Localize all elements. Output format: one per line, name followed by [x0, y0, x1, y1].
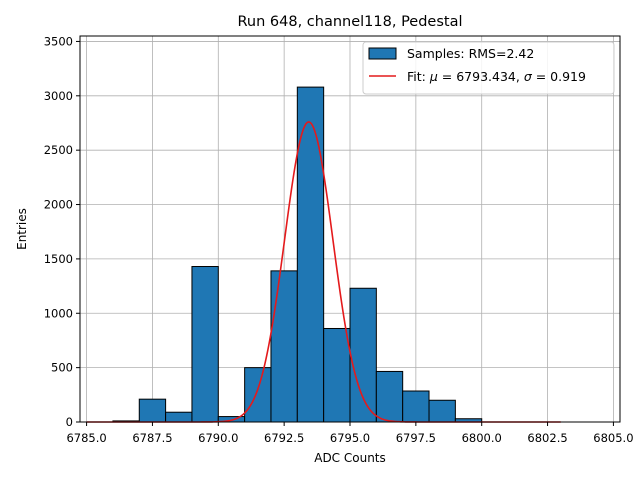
- x-tick-label: 6795.0: [330, 431, 370, 445]
- legend-fit-label: Fit: μ = 6793.434, σ = 0.919: [407, 69, 586, 84]
- x-tick-label: 6802.5: [527, 431, 567, 445]
- y-tick-label: 3500: [44, 34, 73, 48]
- x-tick-label: 6792.5: [264, 431, 304, 445]
- x-tick-label: 6790.0: [198, 431, 238, 445]
- x-tick-label: 6785.0: [66, 431, 106, 445]
- y-tick-label: 1500: [44, 252, 73, 266]
- legend-hist-label: Samples: RMS=2.42: [407, 46, 534, 61]
- histogram-bar: [138, 398, 167, 423]
- histogram-bar: [402, 390, 430, 423]
- histogram-bar: [191, 266, 219, 423]
- histogram-bar: [375, 370, 404, 423]
- histogram-bar: [428, 399, 456, 423]
- histogram-bar: [270, 270, 298, 423]
- legend: Samples: RMS=2.42 Fit: μ = 6793.434, σ =…: [362, 41, 615, 95]
- legend-hist-swatch: [368, 47, 397, 60]
- histogram-bar: [323, 327, 351, 423]
- chart-title: Run 648, channel118, Pedestal: [237, 14, 462, 30]
- y-tick-label: 500: [51, 361, 73, 375]
- y-tick-label: 0: [66, 415, 73, 429]
- y-tick-label: 2500: [44, 143, 73, 157]
- x-axis-ticks: 6785.0 6787.5 6790.0 6792.5 6795.0 6797.5 6800…: [66, 422, 634, 445]
- x-tick-label: 6787.5: [132, 431, 172, 445]
- x-tick-label: 6797.5: [396, 431, 436, 445]
- histogram-bar: [244, 367, 272, 423]
- histogram-bar: [349, 287, 377, 423]
- y-axis-ticks: 0 500 1000 1500 2000 2500 3000 3500: [44, 34, 80, 429]
- x-tick-label: 6805.0: [593, 431, 633, 445]
- y-tick-label: 1000: [44, 306, 73, 320]
- histogram-bar: [165, 411, 193, 423]
- histogram-bars: [112, 86, 483, 423]
- x-tick-label: 6800.0: [462, 431, 502, 445]
- y-axis-label: Entries: [15, 208, 29, 250]
- legend-box: [362, 41, 615, 95]
- x-axis-label: ADC Counts: [314, 451, 386, 465]
- y-tick-label: 2000: [44, 198, 73, 212]
- y-tick-label: 3000: [44, 89, 73, 103]
